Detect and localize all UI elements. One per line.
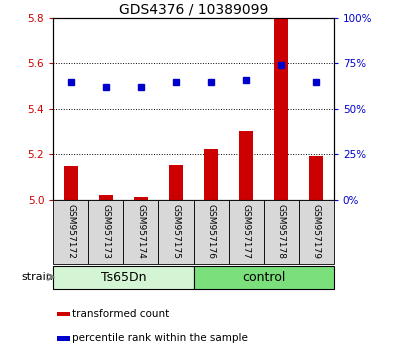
- Text: strain: strain: [21, 272, 53, 282]
- Bar: [204, 149, 218, 200]
- Text: transformed count: transformed count: [72, 309, 169, 319]
- Text: GSM957179: GSM957179: [312, 205, 321, 259]
- Text: GSM957174: GSM957174: [136, 205, 145, 259]
- Text: percentile rank within the sample: percentile rank within the sample: [72, 333, 248, 343]
- Bar: [194, 200, 229, 264]
- Bar: [264, 200, 299, 264]
- Text: GSM957178: GSM957178: [276, 205, 286, 259]
- Bar: [53, 266, 194, 289]
- Text: GSM957176: GSM957176: [207, 205, 216, 259]
- Bar: [299, 200, 334, 264]
- Text: GSM957172: GSM957172: [66, 205, 75, 259]
- Text: control: control: [242, 270, 285, 284]
- Bar: [57, 336, 70, 341]
- Bar: [88, 200, 123, 264]
- Title: GDS4376 / 10389099: GDS4376 / 10389099: [119, 2, 268, 17]
- Bar: [239, 131, 253, 200]
- Bar: [274, 18, 288, 200]
- Bar: [229, 200, 263, 264]
- Bar: [158, 200, 194, 264]
- Bar: [309, 155, 323, 200]
- Bar: [134, 196, 148, 200]
- Text: GSM957177: GSM957177: [242, 205, 251, 259]
- Text: GSM957173: GSM957173: [102, 205, 111, 259]
- Text: GSM957175: GSM957175: [171, 205, 181, 259]
- Bar: [57, 312, 70, 316]
- Text: Ts65Dn: Ts65Dn: [101, 270, 146, 284]
- Bar: [53, 200, 88, 264]
- Bar: [99, 195, 113, 200]
- Bar: [64, 166, 78, 200]
- Bar: [169, 165, 183, 200]
- Bar: [194, 266, 334, 289]
- Bar: [123, 200, 158, 264]
